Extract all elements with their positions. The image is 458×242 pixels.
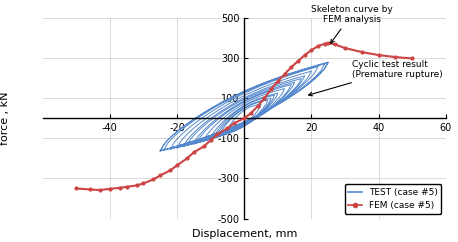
Legend: TEST (case #5), FEM (case #5): TEST (case #5), FEM (case #5) bbox=[344, 184, 442, 214]
X-axis label: Displacement, mm: Displacement, mm bbox=[191, 228, 297, 239]
Text: Skeleton curve by
FEM analysis: Skeleton curve by FEM analysis bbox=[311, 5, 393, 43]
Y-axis label: force , kN: force , kN bbox=[0, 91, 10, 145]
Text: Cyclic test result
(Premature rupture): Cyclic test result (Premature rupture) bbox=[309, 60, 442, 96]
